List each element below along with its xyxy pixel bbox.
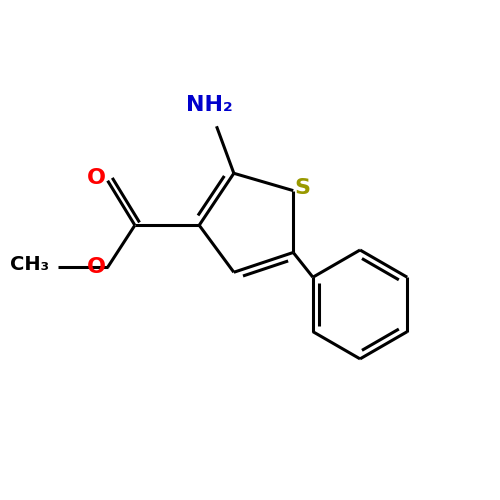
Text: CH₃: CH₃ xyxy=(10,256,49,274)
Text: O: O xyxy=(88,168,106,188)
Text: S: S xyxy=(294,178,310,198)
Text: NH₂: NH₂ xyxy=(186,96,232,116)
Text: O: O xyxy=(88,258,106,278)
